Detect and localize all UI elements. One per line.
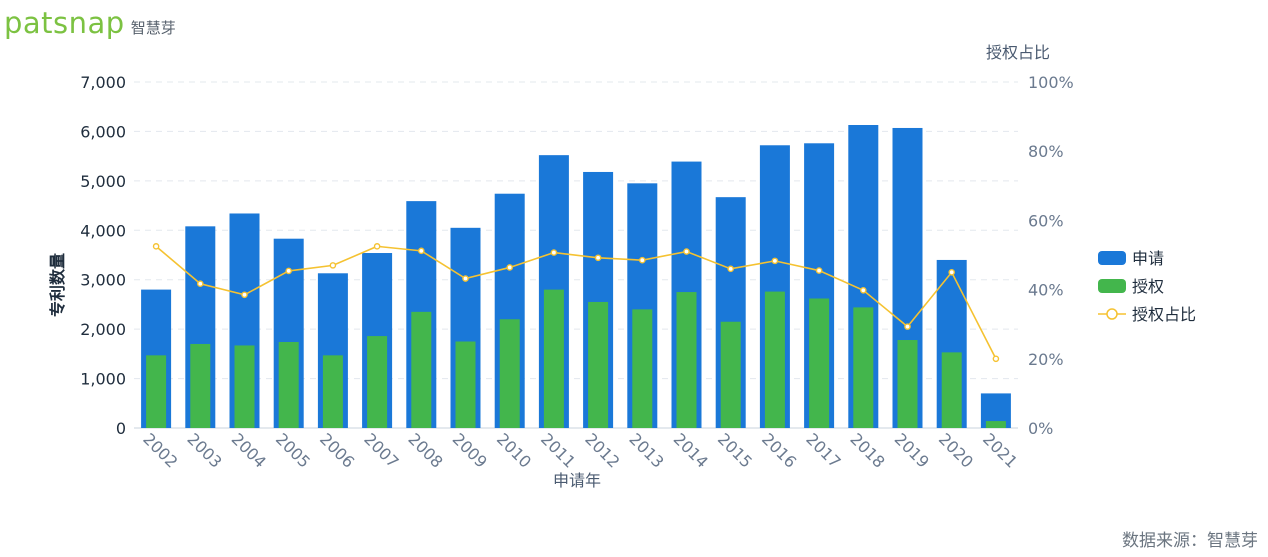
x-tick-label: 2020: [935, 429, 977, 471]
grant-bar: [588, 301, 609, 428]
x-tick-label: 2009: [449, 429, 491, 471]
x-tick-label: 2015: [714, 429, 756, 471]
x-tick-label: 2013: [625, 429, 667, 471]
x-tick-label: 2017: [802, 429, 844, 471]
grant-bar: [190, 343, 211, 428]
x-axis-title: 申请年: [553, 471, 601, 490]
grant-bar: [543, 289, 564, 428]
legend-swatch: [1098, 279, 1126, 293]
x-tick-label: 2003: [183, 429, 225, 471]
grant-bar: [764, 291, 785, 428]
data-source-note: 数据来源：智慧芽: [1122, 531, 1258, 551]
ratio-line: [155, 245, 997, 360]
y-tick-label: 1,000: [80, 370, 126, 389]
x-tick-label: 2016: [758, 429, 800, 471]
y-tick-label: 4,000: [80, 221, 126, 240]
ratio-point: [550, 249, 558, 256]
ratio-point: [948, 268, 956, 276]
ratio-point: [285, 267, 293, 275]
grant-bar: [411, 311, 432, 428]
y2-tick-label: 40%: [1028, 281, 1064, 300]
ratio-point: [417, 247, 425, 255]
x-tick-label: 2018: [846, 429, 888, 471]
y-tick-label: 5,000: [80, 172, 126, 191]
x-tick-label: 2008: [404, 429, 446, 471]
ratio-point: [152, 243, 160, 250]
x-tick-label: 2004: [228, 429, 270, 471]
grant-bar: [367, 336, 388, 428]
ratio-point: [329, 262, 337, 269]
y-tick-label: 7,000: [80, 73, 126, 92]
legend-label: 授权占比: [1132, 305, 1196, 324]
y2-tick-label: 60%: [1028, 211, 1064, 230]
y-tick-label: 6,000: [80, 122, 126, 141]
y-axis-left: 0 1,000 2,000 3,000 4,000 5,000 6,000 7,000: [80, 73, 126, 438]
y2-axis-title: 授权占比: [986, 43, 1050, 62]
ratio-point: [860, 286, 867, 294]
grant-bar: [632, 309, 653, 428]
y-tick-label: 3,000: [80, 271, 126, 290]
y2-tick-label: 0%: [1028, 419, 1053, 438]
grant-bar: [676, 292, 697, 428]
x-tick-label: 2005: [272, 429, 314, 471]
y-tick-label: 0: [116, 419, 126, 438]
ratio-point: [373, 243, 381, 250]
ratio-point: [815, 267, 823, 274]
legend-label: 申请: [1132, 249, 1164, 268]
grant-bar: [455, 341, 476, 428]
grant-bar: [278, 341, 299, 428]
grant-bar: [853, 307, 874, 428]
y-axis-title: 专利数量: [48, 253, 67, 317]
brand-wordmark: patsnap: [4, 6, 125, 40]
brand-cn-name: 智慧芽: [130, 19, 176, 37]
x-tick-label: 2014: [670, 429, 712, 471]
ratio-point: [683, 248, 690, 255]
ratio-point: [196, 280, 204, 288]
x-tick-label: 2002: [139, 429, 181, 471]
ratio-point: [594, 254, 602, 262]
grant-bar: [146, 355, 167, 428]
y2-tick-label: 80%: [1028, 142, 1064, 161]
grant-bar: [809, 298, 830, 428]
x-tick-label: 2011: [537, 429, 579, 471]
grant-bar: [941, 352, 962, 428]
x-tick-label: 2010: [493, 429, 535, 471]
brand-logo: patsnap 智慧芽: [4, 6, 176, 40]
y-axis-right: 0% 20% 40% 60% 80% 100%: [1028, 73, 1074, 438]
ratio-point: [904, 323, 911, 330]
y2-tick-label: 20%: [1028, 350, 1064, 369]
ratio-point: [462, 275, 469, 282]
y2-tick-label: 100%: [1028, 73, 1074, 92]
x-tick-label: 2021: [979, 429, 1021, 471]
grant-bar: [234, 345, 255, 428]
x-tick-label: 2006: [316, 429, 358, 471]
grant-bar: [499, 319, 520, 428]
ratio-line-layer: [152, 243, 1000, 363]
legend-label: 授权: [1132, 277, 1164, 296]
x-axis: 2002 2003 2004 2005 2006 2007 2008 2009 2010 2011…: [139, 429, 1021, 471]
ratio-point: [727, 265, 735, 273]
grant-bar: [985, 421, 1006, 428]
ratio-point: [506, 264, 514, 271]
x-tick-label: 2012: [581, 429, 623, 471]
legend-swatch-point: [1106, 308, 1118, 320]
ratio-point: [771, 257, 779, 265]
ratio-point: [992, 355, 1000, 363]
legend-swatch: [1098, 251, 1126, 265]
bars-layer: [141, 125, 1011, 429]
x-tick-label: 2019: [891, 429, 933, 471]
ratio-point: [639, 256, 646, 264]
x-tick-label: 2007: [360, 429, 402, 471]
grant-bar: [322, 355, 343, 428]
y-tick-label: 2,000: [80, 320, 126, 339]
grant-bar: [897, 340, 918, 428]
grant-bar: [720, 321, 741, 428]
ratio-point: [241, 291, 248, 299]
